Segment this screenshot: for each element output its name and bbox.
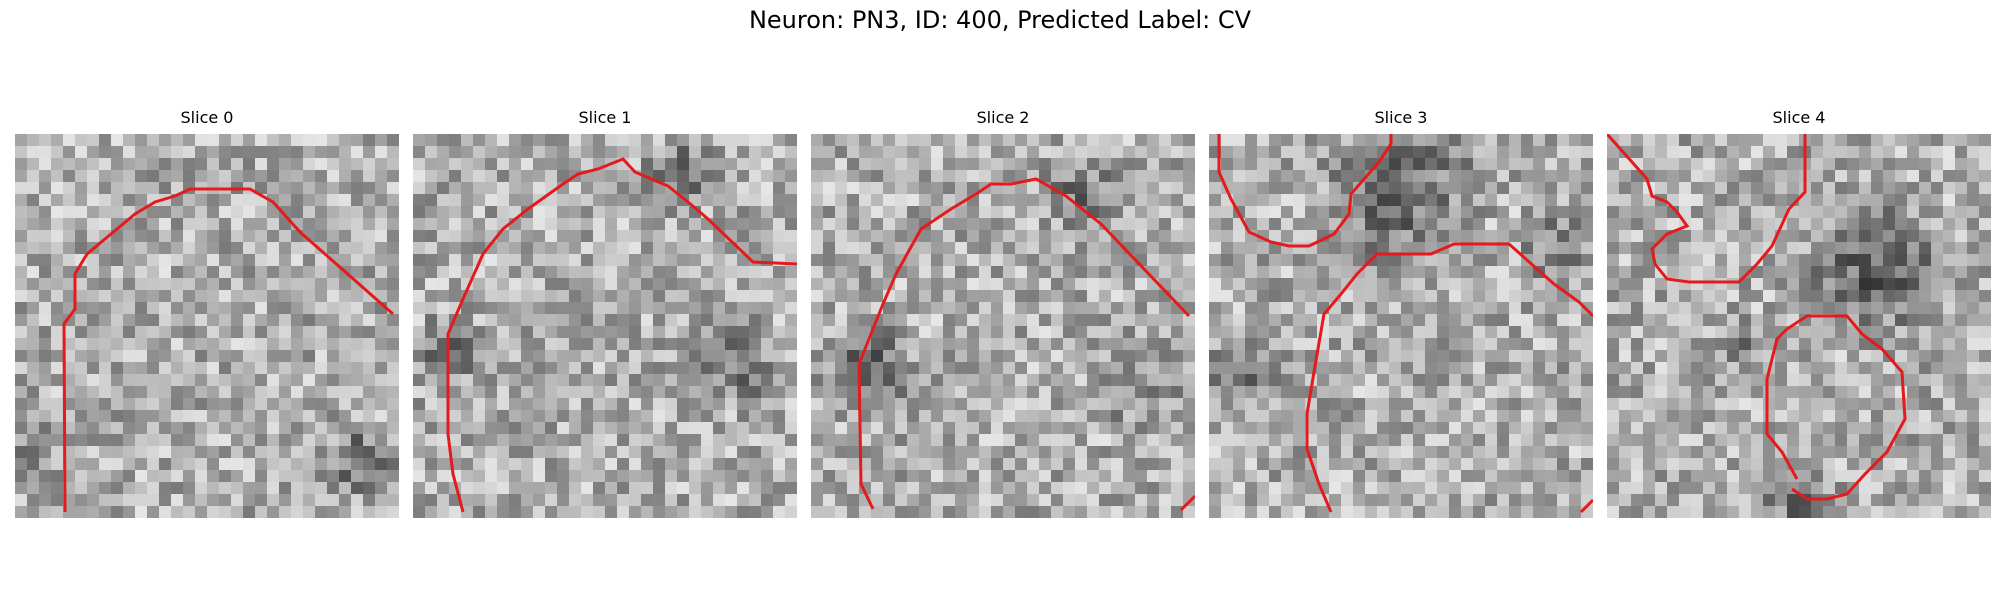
- pixel-grid-2: [811, 134, 1195, 518]
- pixel-grid-4: [1607, 134, 1991, 518]
- contour-3c: [1579, 498, 1593, 514]
- contour-4a: [1607, 134, 1807, 284]
- contour-4b: [1765, 314, 1907, 501]
- figure-title: Neuron: PN3, ID: 400, Predicted Label: C…: [748, 6, 1252, 34]
- pixel-grid-0: [15, 134, 399, 518]
- contour-2: [857, 177, 1191, 510]
- pixel-grid-3: [1209, 134, 1593, 518]
- slice-image-0: [15, 134, 399, 518]
- slice-title-3: Slice 3: [1374, 108, 1428, 127]
- pixel-grid-1: [413, 134, 797, 518]
- slice-title-0: Slice 0: [180, 108, 234, 127]
- slice-title-4: Slice 4: [1772, 108, 1826, 127]
- slice-image-4: [1607, 134, 1991, 518]
- slice-title-1: Slice 1: [578, 108, 632, 127]
- contour-2b: [1179, 494, 1195, 512]
- contour-1: [446, 157, 797, 513]
- slice-image-3: [1209, 134, 1593, 518]
- slice-image-2: [811, 134, 1195, 518]
- slice-image-1: [413, 134, 797, 518]
- contour-3a: [1217, 134, 1393, 248]
- contour-0: [62, 187, 394, 513]
- slice-title-2: Slice 2: [976, 108, 1030, 127]
- contour-3b: [1305, 242, 1593, 513]
